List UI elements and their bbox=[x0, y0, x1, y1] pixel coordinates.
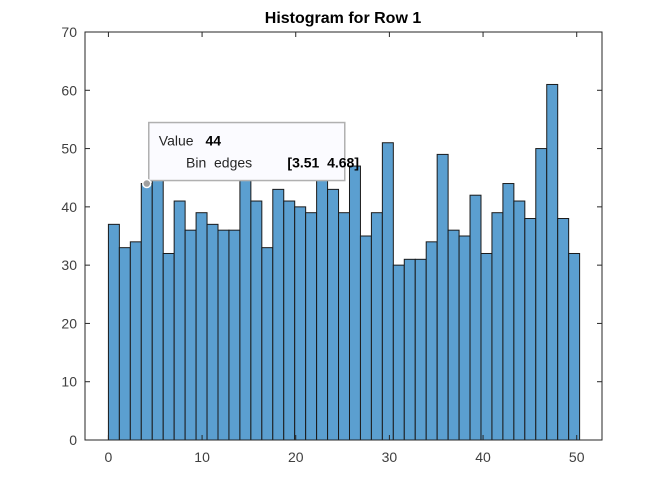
datatip[interactable]: Value 44 Bin edges [3.51 4.68] bbox=[142, 121, 379, 189]
histogram-bar[interactable] bbox=[151, 177, 164, 441]
histogram-bar[interactable] bbox=[535, 148, 548, 441]
histogram-bar[interactable] bbox=[502, 183, 515, 441]
histogram-bar[interactable] bbox=[370, 212, 383, 441]
histogram-bar[interactable] bbox=[228, 229, 241, 441]
datatip-edges: [3.51 4.68] bbox=[287, 155, 359, 171]
histogram-bar[interactable] bbox=[557, 218, 570, 441]
x-tick-label: 30 bbox=[382, 449, 398, 465]
histogram-bar[interactable] bbox=[140, 183, 153, 441]
axes-box bbox=[84, 31, 603, 441]
histogram-bar[interactable] bbox=[217, 229, 230, 441]
histogram-bar[interactable] bbox=[359, 235, 372, 441]
histogram-bar[interactable] bbox=[480, 252, 493, 441]
histogram-bar[interactable] bbox=[491, 212, 504, 441]
histogram-bar[interactable] bbox=[118, 247, 131, 441]
histogram-bar[interactable] bbox=[129, 241, 142, 441]
histogram-bar[interactable] bbox=[195, 212, 208, 441]
histogram-bar[interactable] bbox=[305, 212, 318, 441]
histogram-bar[interactable] bbox=[107, 223, 120, 441]
histogram-bar[interactable] bbox=[338, 212, 351, 441]
histogram-bar[interactable] bbox=[173, 200, 186, 441]
x-tick-label: 40 bbox=[475, 449, 491, 465]
datatip-edges-label: Bin edges bbox=[186, 155, 252, 171]
bars-group bbox=[107, 83, 581, 441]
histogram-bar[interactable] bbox=[436, 153, 449, 441]
datatip-value-line: Value 44 bbox=[159, 133, 221, 149]
histogram-bar[interactable] bbox=[316, 171, 329, 441]
ticks-group: 0 10 20 30 40 50 0 10 20 30 40 50 60 70 bbox=[61, 24, 602, 465]
y-tick-label: 20 bbox=[61, 315, 77, 331]
histogram-bar[interactable] bbox=[239, 171, 252, 441]
histogram-bar[interactable] bbox=[381, 142, 394, 441]
y-tick-label: 50 bbox=[61, 141, 77, 157]
histogram-bar[interactable] bbox=[513, 200, 526, 441]
histogram-bar[interactable] bbox=[184, 229, 197, 441]
y-tick-label: 10 bbox=[61, 374, 77, 390]
x-tick-label: 50 bbox=[569, 449, 585, 465]
datatip-marker[interactable] bbox=[142, 178, 152, 189]
y-tick-label: 40 bbox=[61, 199, 77, 215]
y-tick-label: 30 bbox=[61, 257, 77, 273]
histogram-bar[interactable] bbox=[294, 206, 307, 441]
histogram-bar[interactable] bbox=[162, 252, 175, 441]
histogram-bar[interactable] bbox=[458, 235, 471, 441]
histogram-bar[interactable] bbox=[283, 200, 296, 441]
histogram-bar[interactable] bbox=[447, 229, 460, 441]
y-tick-label: 70 bbox=[61, 24, 77, 40]
histogram-bar[interactable] bbox=[327, 188, 340, 441]
histogram-bar[interactable] bbox=[206, 223, 219, 441]
histogram-bar[interactable] bbox=[524, 218, 537, 441]
histogram-bar[interactable] bbox=[250, 200, 263, 441]
histogram-bar[interactable] bbox=[546, 83, 559, 441]
datatip-edges-line: Bin edges [3.51 4.68] bbox=[159, 155, 379, 171]
histogram-bar[interactable] bbox=[272, 188, 285, 441]
x-tick-label: 0 bbox=[105, 449, 113, 465]
datatip-value-label: Value bbox=[159, 133, 194, 149]
histogram-bar[interactable] bbox=[469, 194, 482, 441]
x-tick-label: 10 bbox=[194, 449, 210, 465]
y-tick-label: 60 bbox=[61, 82, 77, 98]
histogram-bar[interactable] bbox=[348, 165, 361, 441]
histogram-bar[interactable] bbox=[568, 252, 581, 441]
histogram-bar[interactable] bbox=[425, 241, 438, 441]
histogram-bar[interactable] bbox=[403, 258, 416, 441]
x-tick-label: 20 bbox=[288, 449, 304, 465]
histogram-bar[interactable] bbox=[414, 258, 427, 441]
chart-title: Histogram for Row 1 bbox=[265, 10, 422, 27]
datatip-box bbox=[148, 121, 346, 182]
y-tick-label: 0 bbox=[69, 432, 77, 448]
histogram-bar[interactable] bbox=[261, 247, 274, 441]
datatip-value: 44 bbox=[205, 133, 221, 149]
histogram-bar[interactable] bbox=[392, 264, 405, 441]
